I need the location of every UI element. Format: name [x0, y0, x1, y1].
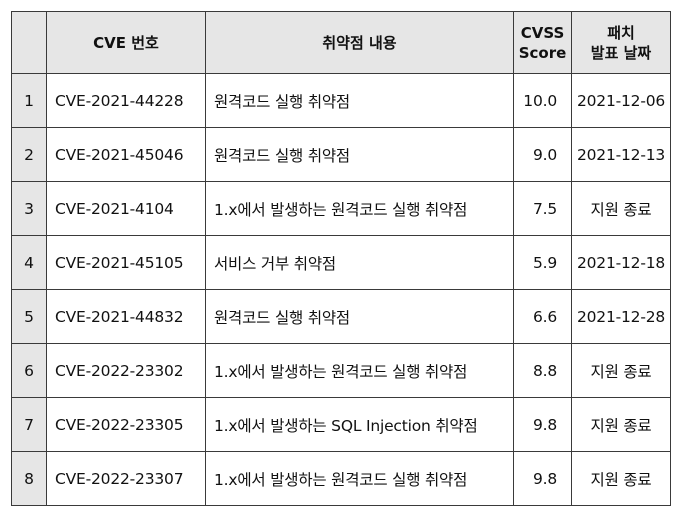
row-patch-date: 2021-12-06 [571, 73, 671, 128]
row-cve-id: CVE-2022-23305 [46, 397, 206, 452]
row-description: 서비스 거부 취약점 [205, 235, 514, 290]
row-cve-id: CVE-2021-44832 [46, 289, 206, 344]
row-index: 8 [11, 451, 47, 506]
row-cve-id: CVE-2021-4104 [46, 181, 206, 236]
header-index [11, 11, 47, 74]
table-row: 2 CVE-2021-45046 원격코드 실행 취약점 9.0 2021-12… [11, 127, 671, 182]
table-row: 6 CVE-2022-23302 1.x에서 발생하는 원격코드 실행 취약점 … [11, 343, 671, 398]
row-cvss-score: 8.8 [513, 343, 572, 398]
row-index: 2 [11, 127, 47, 182]
header-cve-id: CVE 번호 [46, 11, 206, 74]
row-cvss-score: 6.6 [513, 289, 572, 344]
row-description: 원격코드 실행 취약점 [205, 127, 514, 182]
row-cve-id: CVE-2021-45046 [46, 127, 206, 182]
table-row: 1 CVE-2021-44228 원격코드 실행 취약점 10.0 2021-1… [11, 73, 671, 128]
row-description: 1.x에서 발생하는 SQL Injection 취약점 [205, 397, 514, 452]
header-patch-date: 패치 발표 날짜 [571, 11, 671, 74]
header-patch-line2: 발표 날짜 [590, 43, 652, 62]
row-description: 1.x에서 발생하는 원격코드 실행 취약점 [205, 343, 514, 398]
row-cvss-score: 9.0 [513, 127, 572, 182]
row-cve-id: CVE-2022-23302 [46, 343, 206, 398]
table-row: 5 CVE-2021-44832 원격코드 실행 취약점 6.6 2021-12… [11, 289, 671, 344]
row-patch-date: 지원 종료 [571, 397, 671, 452]
header-cvss-line2: Score [518, 43, 567, 62]
row-cvss-score: 7.5 [513, 181, 572, 236]
row-cvss-score: 9.8 [513, 397, 572, 452]
table-header-row: CVE 번호 취약점 내용 CVSS Score 패치 발표 날짜 [11, 11, 671, 74]
row-index: 4 [11, 235, 47, 290]
header-cvss-line1: CVSS [520, 23, 565, 42]
table-row: 3 CVE-2021-4104 1.x에서 발생하는 원격코드 실행 취약점 7… [11, 181, 671, 236]
row-index: 3 [11, 181, 47, 236]
row-index: 7 [11, 397, 47, 452]
row-patch-date: 지원 종료 [571, 451, 671, 506]
row-patch-date: 지원 종료 [571, 343, 671, 398]
row-description: 1.x에서 발생하는 원격코드 실행 취약점 [205, 451, 514, 506]
header-description: 취약점 내용 [205, 11, 514, 74]
row-patch-date: 2021-12-18 [571, 235, 671, 290]
row-cvss-score: 5.9 [513, 235, 572, 290]
row-index: 1 [11, 73, 47, 128]
row-cve-id: CVE-2021-45105 [46, 235, 206, 290]
row-cvss-score: 10.0 [513, 73, 572, 128]
row-cve-id: CVE-2021-44228 [46, 73, 206, 128]
table-row: 4 CVE-2021-45105 서비스 거부 취약점 5.9 2021-12-… [11, 235, 671, 290]
row-cve-id: CVE-2022-23307 [46, 451, 206, 506]
row-patch-date: 2021-12-13 [571, 127, 671, 182]
row-index: 6 [11, 343, 47, 398]
row-description: 1.x에서 발생하는 원격코드 실행 취약점 [205, 181, 514, 236]
cve-table: CVE 번호 취약점 내용 CVSS Score 패치 발표 날짜 1 CVE-… [11, 11, 671, 506]
table-row: 7 CVE-2022-23305 1.x에서 발생하는 SQL Injectio… [11, 397, 671, 452]
row-patch-date: 지원 종료 [571, 181, 671, 236]
header-patch-line1: 패치 [607, 23, 635, 42]
row-description: 원격코드 실행 취약점 [205, 73, 514, 128]
row-cvss-score: 9.8 [513, 451, 572, 506]
row-index: 5 [11, 289, 47, 344]
row-patch-date: 2021-12-28 [571, 289, 671, 344]
row-description: 원격코드 실행 취약점 [205, 289, 514, 344]
header-cvss-score: CVSS Score [513, 11, 572, 74]
table-row: 8 CVE-2022-23307 1.x에서 발생하는 원격코드 실행 취약점 … [11, 451, 671, 506]
